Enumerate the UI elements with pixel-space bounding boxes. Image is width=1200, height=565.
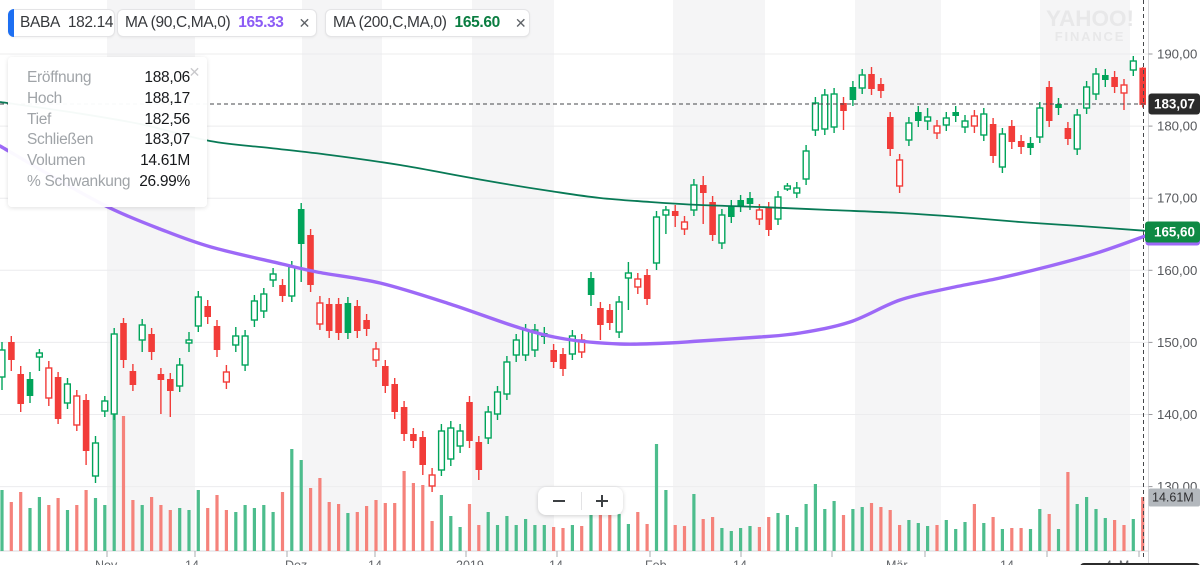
svg-text:14: 14	[185, 559, 199, 565]
svg-text:180,00: 180,00	[1157, 119, 1197, 134]
svg-text:190,00: 190,00	[1157, 47, 1197, 62]
svg-text:14: 14	[1000, 559, 1014, 565]
svg-text:4. M: 4. M	[1105, 559, 1129, 565]
svg-text:YAHOO!: YAHOO!	[1046, 6, 1134, 31]
svg-text:150,00: 150,00	[1157, 335, 1197, 350]
svg-text:14.61M: 14.61M	[1152, 491, 1194, 505]
svg-text:14: 14	[733, 559, 747, 565]
svg-text:160,00: 160,00	[1157, 263, 1197, 278]
svg-text:165,60: 165,60	[1154, 225, 1195, 240]
svg-text:Feb: Feb	[645, 559, 667, 565]
svg-text:Mär: Mär	[886, 559, 908, 565]
svg-text:Nov: Nov	[95, 559, 118, 565]
svg-text:14: 14	[368, 559, 382, 565]
svg-text:FINANCE: FINANCE	[1055, 29, 1125, 44]
svg-text:Dez: Dez	[285, 559, 307, 565]
svg-text:183,07: 183,07	[1154, 97, 1195, 112]
svg-text:14: 14	[549, 559, 563, 565]
svg-text:2019: 2019	[456, 559, 484, 565]
svg-text:140,00: 140,00	[1157, 407, 1197, 422]
svg-text:170,00: 170,00	[1157, 191, 1197, 206]
